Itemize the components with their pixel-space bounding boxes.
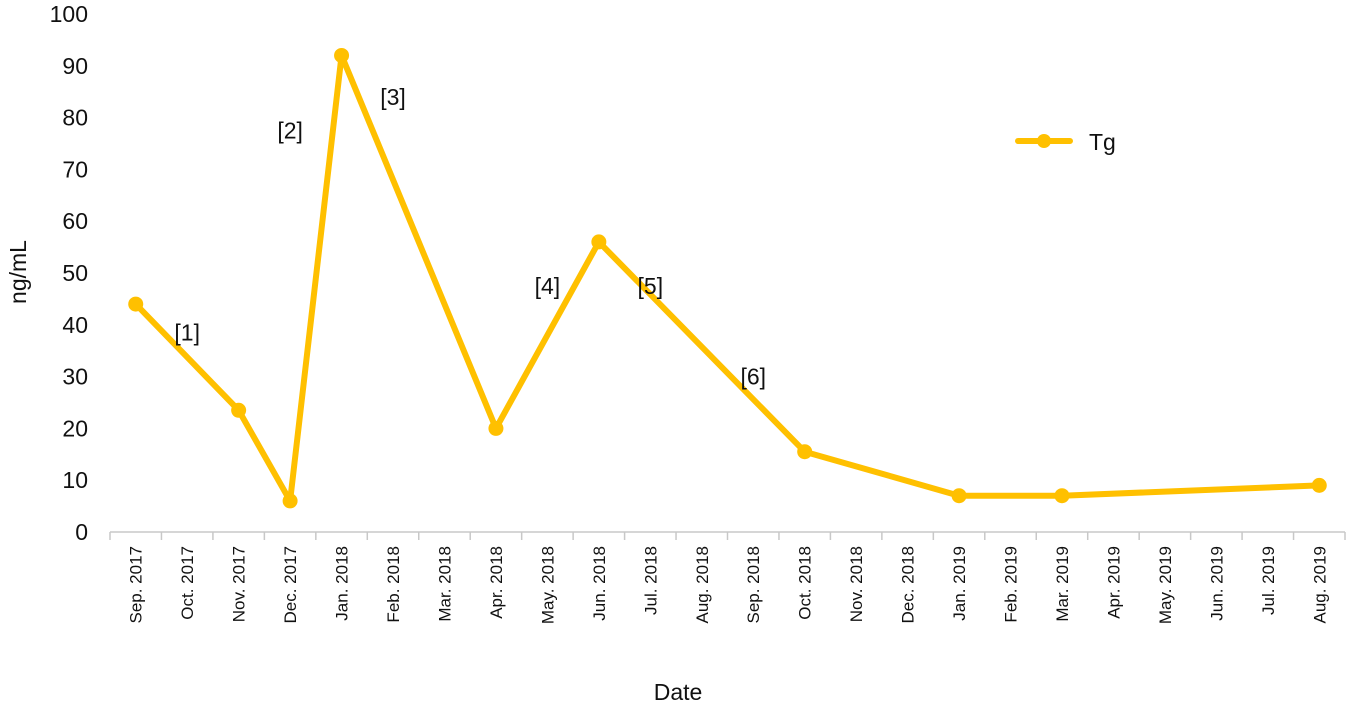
annotation-label: [4] (535, 273, 561, 299)
x-tick-label: Nov. 2018 (847, 546, 866, 622)
x-tick-label: Jan. 2018 (333, 546, 352, 621)
x-tick-label: Oct. 2017 (178, 546, 197, 620)
legend: Tg (1015, 129, 1116, 155)
x-tick-label: Apr. 2019 (1104, 546, 1123, 619)
x-tick-label: Jun. 2019 (1207, 546, 1226, 621)
y-tick-label: 50 (62, 260, 88, 286)
annotation-label: [6] (740, 364, 766, 390)
x-tick-label: Mar. 2019 (1053, 546, 1072, 622)
data-point (334, 47, 350, 63)
series-layer (128, 47, 1327, 509)
x-tick-label: Jul. 2019 (1259, 546, 1278, 615)
annotation-layer: [1] [2] [3] [4] [5] [6] (174, 84, 766, 390)
data-point (797, 444, 813, 460)
y-tick-label: 40 (62, 312, 88, 338)
x-tick-label: Jul. 2018 (641, 546, 660, 615)
y-tick-label: 30 (62, 364, 88, 390)
data-point (128, 296, 144, 312)
annotation-label: [5] (638, 273, 664, 299)
data-point (951, 488, 967, 504)
x-tick-label: Apr. 2018 (487, 546, 506, 619)
x-tick-label: May. 2019 (1156, 546, 1175, 624)
annotation-label: [2] (277, 118, 303, 144)
data-point (488, 420, 504, 436)
y-tick-label: 0 (75, 519, 88, 545)
y-axis: 0 10 20 30 40 50 60 70 80 90 100 (50, 1, 88, 545)
x-tick-label: Sep. 2017 (127, 546, 146, 624)
y-tick-label: 20 (62, 415, 88, 441)
annotation-label: [3] (380, 84, 406, 110)
y-tick-label: 80 (62, 105, 88, 131)
y-tick-label: 60 (62, 208, 88, 234)
data-point (591, 234, 607, 250)
y-tick-label: 90 (62, 53, 88, 79)
x-tick-label: Nov. 2017 (230, 546, 249, 622)
y-tick-label: 70 (62, 156, 88, 182)
data-point (1311, 477, 1327, 493)
legend-label-tg: Tg (1089, 129, 1116, 155)
data-point (231, 402, 247, 418)
x-tick-label: Aug. 2018 (693, 546, 712, 624)
legend-point-marker (1037, 134, 1051, 148)
x-tick-label: May. 2018 (538, 546, 557, 624)
x-tick-label: Dec. 2017 (281, 546, 300, 624)
data-point (1054, 488, 1070, 504)
x-tick-label: Dec. 2018 (899, 546, 918, 624)
y-tick-label: 100 (50, 1, 88, 27)
data-point (282, 493, 298, 509)
x-tick-label: Oct. 2018 (796, 546, 815, 620)
x-tick-label: Feb. 2019 (1002, 546, 1021, 623)
series-line-tg (132, 52, 1323, 504)
annotation-label: [1] (174, 320, 200, 346)
x-tick-label: Feb. 2018 (384, 546, 403, 623)
x-axis-title: Date (654, 679, 703, 704)
y-tick-label: 10 (62, 467, 88, 493)
x-tick-label: Jan. 2019 (950, 546, 969, 621)
x-tick-label: Jun. 2018 (590, 546, 609, 621)
x-tick-label: Mar. 2018 (435, 546, 454, 622)
x-axis: Sep. 2017 Oct. 2017 Nov. 2017 Dec. 2017 Jan.… (109, 531, 1346, 624)
y-axis-title: ng/mL (5, 240, 31, 304)
x-tick-label: Sep. 2018 (744, 546, 763, 624)
x-tick-label: Aug. 2019 (1310, 546, 1329, 624)
